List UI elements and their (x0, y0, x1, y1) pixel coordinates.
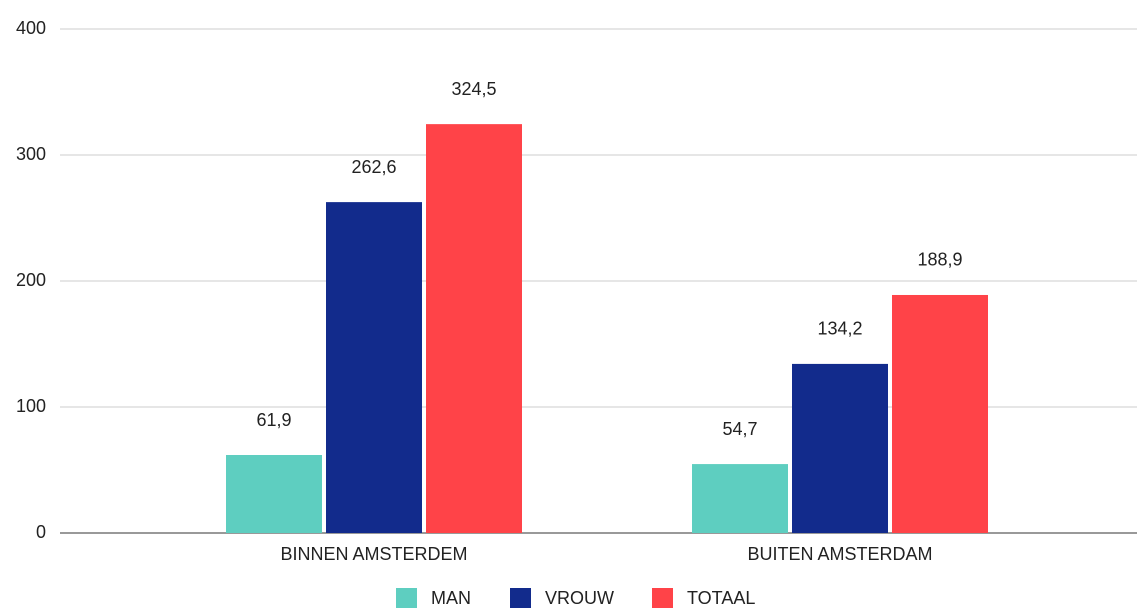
legend-swatch (396, 588, 417, 608)
y-tick-label: 400 (16, 18, 46, 38)
x-tick-label: BUITEN AMSTERDAM (747, 544, 932, 564)
y-tick-label: 0 (36, 522, 46, 542)
legend-label: TOTAAL (687, 588, 755, 608)
y-tick-label: 100 (16, 396, 46, 416)
bar (792, 363, 888, 533)
legend-swatch (652, 588, 673, 608)
bar (226, 455, 322, 533)
data-label: 188,9 (917, 250, 962, 270)
data-label: 61,9 (256, 410, 291, 430)
legend-swatch (510, 588, 531, 608)
bar (326, 202, 422, 533)
data-label: 134,2 (817, 319, 862, 339)
legend-label: VROUW (545, 588, 614, 608)
bar (692, 464, 788, 533)
y-tick-label: 200 (16, 270, 46, 290)
bar (892, 294, 988, 533)
legend-label: MAN (431, 588, 471, 608)
data-label: 262,6 (351, 157, 396, 177)
data-label: 324,5 (451, 79, 496, 99)
y-tick-label: 300 (16, 144, 46, 164)
x-tick-label: BINNEN AMSTERDEM (280, 544, 467, 564)
bar (426, 124, 522, 533)
data-label: 54,7 (722, 419, 757, 439)
